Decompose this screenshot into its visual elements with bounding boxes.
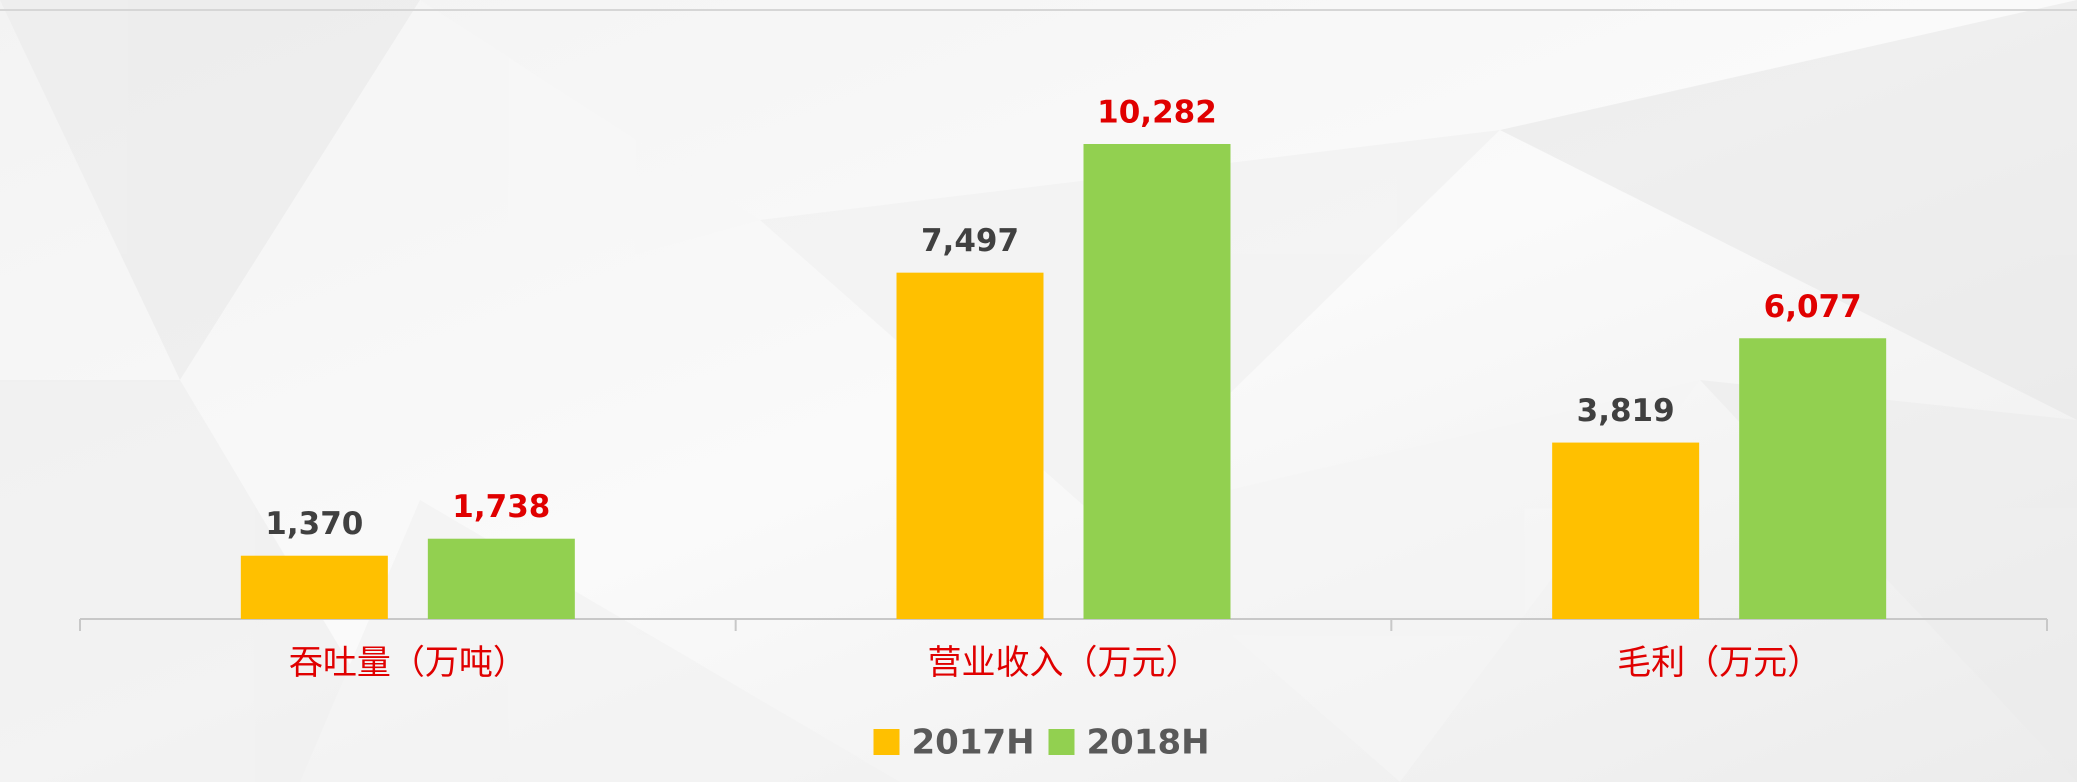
legend-swatch <box>873 729 900 755</box>
bar <box>896 272 1044 619</box>
x-tick-label: 吞吐量（万吨） <box>289 643 527 683</box>
data-label: 1,370 <box>265 506 363 542</box>
data-label: 3,819 <box>1577 393 1675 429</box>
legend-swatch <box>1048 729 1075 755</box>
x-tick-label: 毛利（万元） <box>1617 643 1821 683</box>
bar <box>240 555 388 619</box>
data-label: 6,077 <box>1764 289 1862 325</box>
x-tick-label: 营业收入（万元） <box>928 643 1200 683</box>
legend-label: 2017H <box>912 723 1035 763</box>
bar <box>1552 442 1700 619</box>
data-label: 1,738 <box>452 489 550 525</box>
legend-label: 2018H <box>1087 723 1210 763</box>
bar <box>1083 144 1231 619</box>
data-label: 7,497 <box>921 223 1019 259</box>
bar <box>427 538 575 619</box>
data-label: 10,282 <box>1097 95 1217 131</box>
bar <box>1739 338 1887 619</box>
